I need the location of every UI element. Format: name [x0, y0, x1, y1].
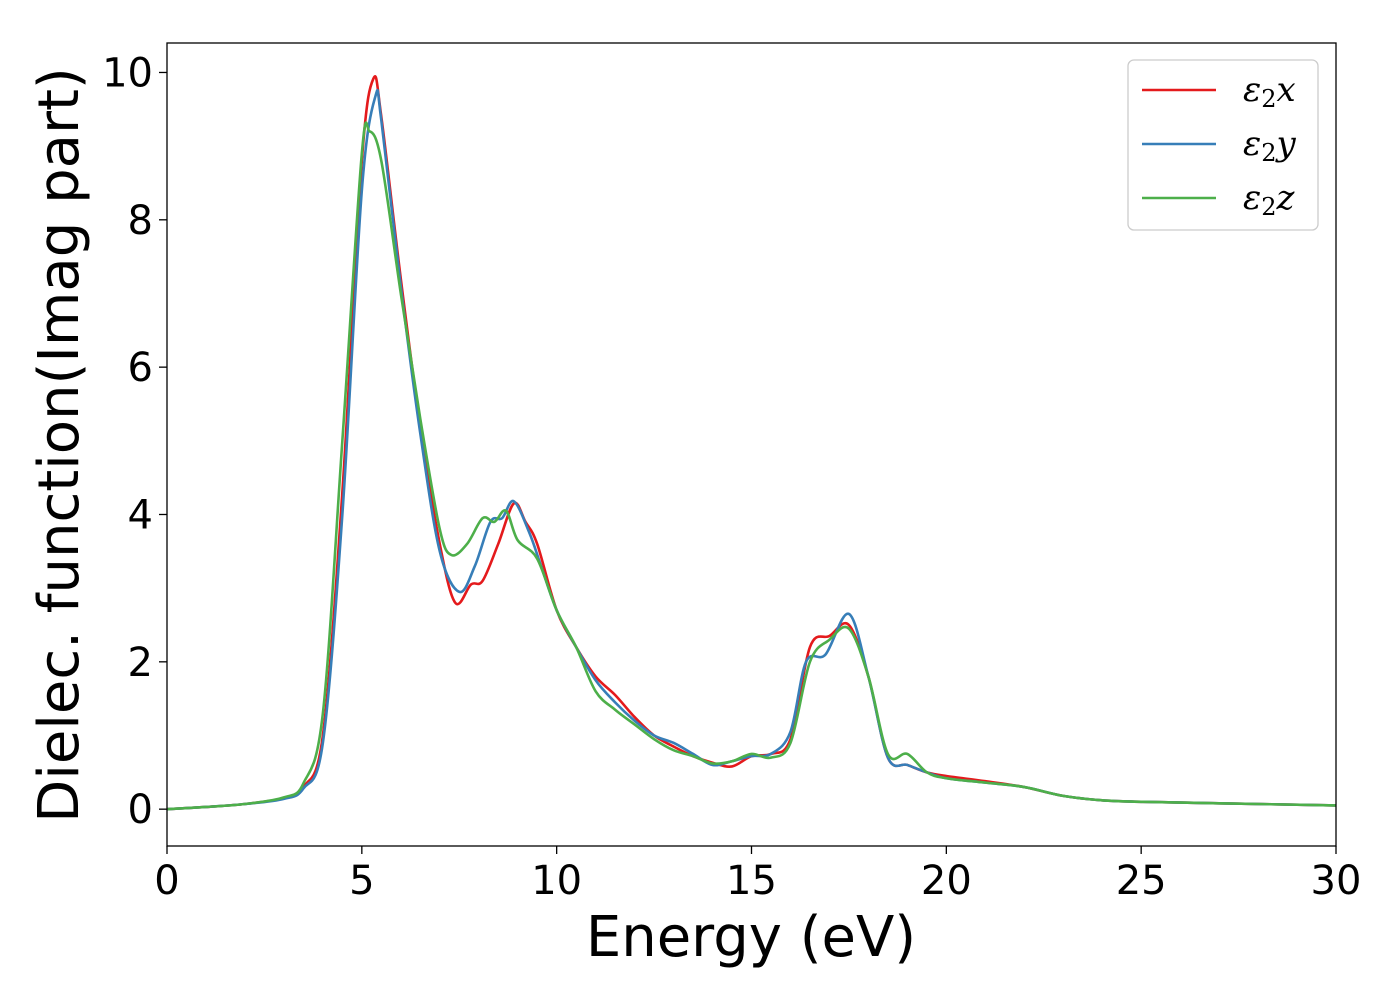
y-tick-label: 10	[102, 50, 153, 96]
x-tick-label: 15	[726, 858, 777, 904]
series-line-z	[167, 121, 1336, 811]
x-tick-label: 5	[349, 858, 374, 904]
x-axis-title: Energy (eV)	[586, 905, 916, 970]
x-tick-label: 0	[154, 858, 179, 904]
y-tick-label: 6	[128, 345, 153, 391]
x-tick-label: 20	[921, 858, 972, 904]
x-tick-label: 10	[531, 858, 582, 904]
y-tick-label: 4	[128, 492, 153, 538]
legend-box	[1127, 59, 1319, 231]
y-tick-label: 2	[128, 640, 153, 686]
y-axis-title: Dielec. function(Imag part)	[27, 67, 92, 823]
series-lines	[167, 75, 1336, 811]
legend-label-z: ε2z	[1243, 178, 1296, 221]
legend: ε2x ε2y ε2z	[1127, 59, 1319, 231]
legend-label-y: ε2y	[1243, 124, 1297, 167]
x-axis: 0 5 10 15 20 25 30	[154, 846, 1361, 904]
y-axis: 0 2 4 6 8 10	[102, 50, 167, 833]
x-tick-label: 25	[1116, 858, 1167, 904]
y-tick-label: 0	[128, 787, 153, 833]
legend-label-x: ε2x	[1243, 70, 1296, 113]
x-tick-label: 30	[1311, 858, 1362, 904]
y-tick-label: 8	[128, 198, 153, 244]
